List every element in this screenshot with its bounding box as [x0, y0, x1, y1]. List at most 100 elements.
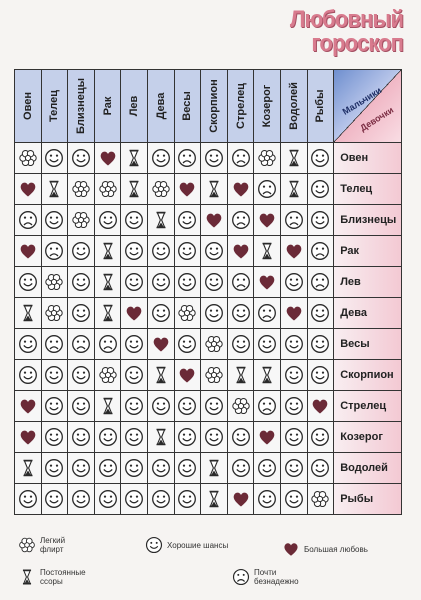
hourglass-icon — [103, 397, 113, 415]
table-cell — [227, 236, 255, 267]
column-header: Дева — [148, 70, 175, 143]
sad-face-icon — [232, 568, 250, 586]
heart-icon — [153, 337, 169, 352]
flower-icon — [19, 537, 35, 553]
table-cell — [15, 360, 42, 391]
legend-label: Большая любовь — [304, 544, 368, 554]
smiley-icon — [45, 366, 64, 384]
table-cell — [227, 360, 255, 391]
table-cell — [15, 143, 42, 174]
row-label: Телец — [334, 174, 403, 205]
smiley-icon — [311, 304, 330, 322]
table-cell — [94, 298, 122, 329]
smiley-icon — [72, 149, 90, 167]
smiley-icon — [151, 149, 170, 167]
sad-face-icon — [311, 242, 330, 260]
smiley-icon — [45, 459, 64, 477]
table-cell — [307, 484, 335, 515]
smiley-icon — [284, 335, 303, 353]
table-cell — [121, 391, 148, 422]
table-cell — [148, 298, 175, 329]
smiley-icon — [284, 366, 303, 384]
title-line-1: Любовный — [289, 6, 404, 33]
table-cell — [15, 298, 42, 329]
table-cell — [254, 174, 281, 205]
table-cell — [68, 205, 95, 236]
table-cell — [15, 422, 42, 453]
table-cell — [121, 298, 148, 329]
smiley-icon — [178, 459, 197, 477]
heart-icon — [313, 399, 328, 414]
table-cell — [174, 236, 202, 267]
table-cell — [174, 174, 202, 205]
table-cell — [68, 298, 95, 329]
table-cell — [201, 484, 228, 515]
corner-header: Мальчики Девочки — [334, 70, 403, 143]
table-cell — [281, 360, 308, 391]
table-cell — [121, 205, 148, 236]
smiley-icon — [205, 428, 223, 446]
heart-icon — [233, 182, 248, 197]
smiley-icon — [178, 428, 197, 446]
hourglass-icon — [23, 459, 33, 477]
sad-face-icon — [231, 211, 250, 229]
smiley-icon — [18, 335, 37, 353]
row-label: Весы — [334, 329, 403, 360]
table-cell — [121, 422, 148, 453]
table-cell — [148, 329, 175, 360]
row-label: Скорпион — [334, 360, 403, 391]
heart-icon — [20, 430, 36, 445]
table-cell — [254, 205, 281, 236]
table-cell — [201, 205, 228, 236]
table-cell — [281, 453, 308, 484]
table-cell — [68, 267, 95, 298]
table-cell — [94, 391, 122, 422]
smiley-icon — [284, 428, 303, 446]
heart-icon — [286, 306, 302, 321]
sad-face-icon — [311, 273, 330, 291]
smiley-icon — [125, 490, 144, 508]
table-cell — [68, 391, 95, 422]
row-label: Дева — [334, 298, 403, 329]
hourglass-icon — [156, 211, 166, 229]
table-cell — [201, 329, 228, 360]
table-cell — [15, 484, 42, 515]
table-cell — [307, 453, 335, 484]
table-cell — [254, 329, 281, 360]
table-cell — [227, 205, 255, 236]
compatibility-table: Овен Телец Близнецы Рак Лев Дева Весы Скорпион С… — [14, 69, 403, 515]
column-header: Скорпион — [201, 70, 228, 143]
heart-icon — [284, 543, 298, 556]
column-header-label: Телец — [48, 89, 61, 123]
row-label: Стрелец — [334, 391, 403, 422]
flower-icon — [258, 149, 276, 167]
table-cell — [94, 143, 122, 174]
page-title: Любовный гороскоп — [289, 6, 404, 56]
table-cell — [41, 453, 69, 484]
hourglass-icon — [289, 180, 299, 198]
smiley-icon — [231, 459, 250, 477]
table-cell — [201, 360, 228, 391]
smiley-icon — [284, 273, 303, 291]
smiley-icon — [72, 397, 90, 415]
flower-icon — [98, 180, 117, 198]
table-cell — [41, 143, 69, 174]
table-cell — [307, 143, 335, 174]
column-header: Телец — [41, 70, 69, 143]
smiley-icon — [205, 273, 223, 291]
smiley-icon — [284, 397, 303, 415]
table-cell — [281, 391, 308, 422]
table-cell — [41, 205, 69, 236]
table-cell — [307, 298, 335, 329]
column-header: Стрелец — [227, 70, 255, 143]
flower-icon — [205, 366, 223, 384]
table-cell — [254, 267, 281, 298]
table-cell — [148, 484, 175, 515]
sad-face-icon — [231, 273, 250, 291]
sad-face-icon — [178, 149, 197, 167]
smiley-icon — [178, 273, 197, 291]
hourglass-icon — [236, 366, 246, 384]
smiley-icon — [311, 366, 330, 384]
smiley-icon — [125, 459, 144, 477]
table-cell — [121, 236, 148, 267]
